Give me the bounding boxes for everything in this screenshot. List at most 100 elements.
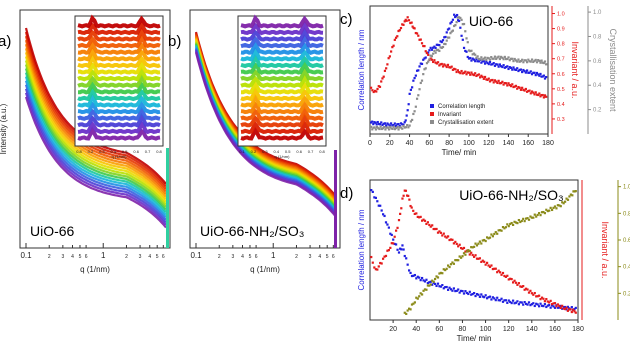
panel-a-inset-curve: [77, 14, 161, 29]
panel-d-series-0-point: [371, 190, 374, 193]
panel-c-xtick-label: 0: [368, 140, 372, 147]
panel-d-series-0-point: [377, 204, 380, 207]
panel-d-series-2-point: [415, 296, 418, 299]
panel-d-series-2-point: [546, 209, 549, 213]
panel-d-series-2-point: [536, 213, 539, 217]
panel-d-series-0-point: [546, 304, 549, 307]
panel-c-series-0-point: [391, 124, 394, 127]
panel-c-series-0-point: [401, 123, 404, 126]
panel-c-series-0-point: [464, 49, 467, 53]
panel-d-series-0-point: [460, 289, 463, 293]
panel-d-series-0-point: [418, 276, 421, 279]
panel-c-series-1-point: [539, 95, 542, 98]
panel-c-series-1-point: [448, 66, 451, 69]
panel-d-series-1-point: [455, 242, 458, 246]
panel-c-series-1-point: [485, 78, 488, 81]
panel-a-curve: [24, 76, 167, 216]
panel-a-inset-curve: [77, 73, 161, 89]
panel-d-series-0-point: [510, 301, 513, 305]
panel-c-series-1-point: [440, 62, 443, 66]
panel-c-series-0-point: [381, 123, 384, 127]
panel-b-inset-curve: [240, 41, 323, 56]
panel-d-series-1-point: [405, 194, 409, 197]
panel-c-series-0-point: [516, 67, 519, 70]
panel-d-series-2-point: [434, 277, 437, 281]
panel-c-series-2-point: [448, 36, 451, 39]
panel-c-series-0-point: [524, 71, 527, 74]
panel-d-series-0-point: [382, 213, 385, 216]
panel-c-series-2-point: [392, 125, 395, 128]
panel-c-series-1-point: [503, 81, 506, 85]
panel-c-series-0-point: [497, 65, 500, 68]
panel-d-series-1-point: [419, 215, 422, 218]
panel-c-series-1-point: [490, 79, 493, 82]
panel-c-series-2-point: [480, 56, 483, 59]
panel-d-series-0-point: [455, 289, 458, 292]
panel-c-series-2-point: [497, 55, 500, 58]
panel-c-series-2-point: [502, 58, 505, 61]
panel-c-series-2-point: [451, 29, 455, 32]
panel-c-series-1-point: [521, 86, 524, 89]
panel-d-series-0-point: [556, 306, 559, 309]
panel-a-xtick-label: 5: [79, 254, 82, 260]
panel-d-series-0-point: [374, 196, 377, 200]
panel-c-series-2-point: [428, 58, 431, 61]
panel-c-series-0-point: [439, 40, 442, 43]
panel-c-series-0-point: [393, 122, 396, 125]
panel-a-inset-curve: [77, 93, 161, 109]
panel-d-series-1-point: [384, 254, 388, 258]
panel-c-series-2-point: [438, 49, 441, 53]
panel-c-series-2-point: [465, 37, 468, 40]
panel-c-series-2-point: [406, 124, 409, 127]
panel-a-inset-tick-label: 0.3: [99, 149, 105, 154]
panel-b-frame: [189, 9, 341, 249]
panel-c-series-1-point: [387, 57, 390, 60]
panel-c-series-2-point: [508, 59, 511, 62]
panel-c-series-0-point: [422, 58, 425, 61]
panel-d-series-0-point: [448, 286, 451, 289]
panel-c-series-0-point: [453, 13, 456, 16]
panel-d-series-1-point: [409, 204, 412, 208]
panel-d-series-2-point: [545, 208, 548, 211]
panel-d-series-2-point: [486, 236, 489, 239]
panel-c-series-1-point: [388, 55, 391, 58]
panel-d-series-1-point: [484, 263, 487, 266]
panel-a-frame: [19, 9, 171, 249]
panel-d-series-0-point: [397, 251, 401, 254]
panel-d-series-2-point: [481, 239, 484, 242]
panel-d-series-0-point: [481, 295, 484, 298]
panel-d-series-0-point: [462, 292, 466, 295]
panel-d-series-1-point: [447, 235, 450, 238]
panel-c-series-1-point: [455, 70, 458, 74]
panel-d-series-1-point: [412, 209, 415, 212]
panel-c-series-1-point: [534, 91, 537, 94]
panel-d-series-2-point: [559, 205, 562, 208]
panel-c-series-2-point: [399, 126, 403, 129]
panel-c-series-1-point: [491, 78, 494, 82]
panel-c-series-0-point: [537, 73, 540, 76]
panel-b-inset-curve: [240, 100, 324, 115]
panel-c-series-1-point: [415, 32, 419, 35]
panel-a-label: a): [0, 33, 11, 50]
panel-a-xtick-label: 3: [61, 254, 64, 260]
panel-c-series-2-point: [380, 127, 383, 131]
panel-d-series-0-point: [380, 209, 383, 212]
panel-c-series-1-point: [398, 29, 401, 32]
panel-c-series-1-point: [401, 23, 404, 26]
panel-b-inset-tick-label: 0.1: [239, 149, 245, 154]
panel-d-series-2-point: [497, 229, 500, 232]
panel-c-series-0-point: [408, 92, 411, 95]
panel-c-series-1-point: [443, 63, 446, 66]
panel-d-series-0-point: [517, 303, 520, 306]
panel-c-series-0-point: [376, 120, 379, 124]
panel-d-series-1-point: [523, 288, 526, 291]
panel-d-series-2-point: [571, 194, 574, 197]
panel-c-xlabel: Time/ min: [442, 148, 477, 157]
panel-d-series-0-point: [527, 301, 531, 304]
panel-a-xtick-label: 2: [48, 254, 51, 260]
panel-d-series-2-point: [418, 295, 421, 298]
panel-c-series-2-point: [398, 126, 401, 129]
panel-d-series-0-point: [513, 302, 516, 305]
panel-d-series-1-point: [542, 297, 545, 300]
panel-d-series-1-point: [451, 238, 454, 241]
